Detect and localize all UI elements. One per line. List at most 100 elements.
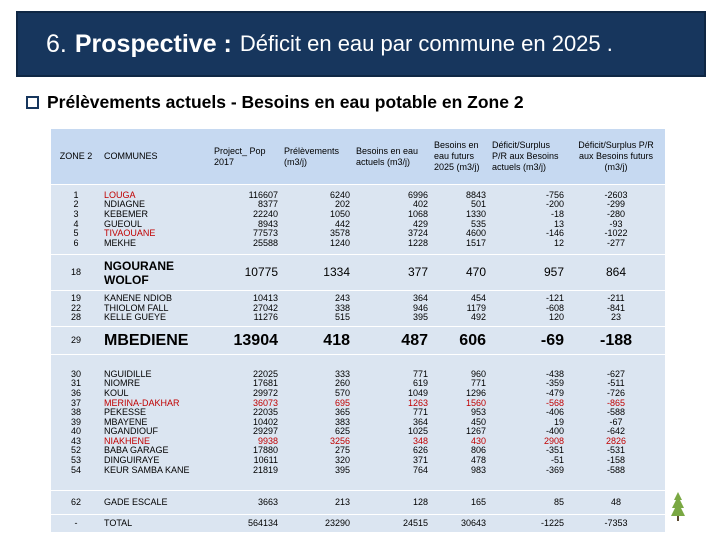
cell-value: -438: [545, 368, 564, 379]
deficit-futurs-cell: -188: [567, 326, 665, 355]
cell-value: 626: [412, 445, 428, 456]
deficit-futurs-cell: 864: [567, 254, 665, 291]
header-prelevements: Prélèvements (m3/j): [281, 128, 353, 185]
commune-name: NGANDIOUF: [104, 426, 158, 437]
cell-value: -351: [545, 445, 564, 456]
cell-value: 771: [412, 368, 428, 379]
cell-value: -642: [606, 426, 625, 437]
futurs-cell: 165: [431, 490, 489, 515]
zone-cell: 62: [51, 490, 101, 515]
cell-value: 22035: [252, 407, 278, 418]
cell-value: 570: [334, 387, 350, 398]
deficit-table: ZONE 2 COMMUNES Project_ Pop 2017 Prélèv…: [51, 128, 665, 533]
cell-value: 1263: [407, 397, 428, 408]
cell-value: -406: [545, 407, 564, 418]
cell-value: 260: [334, 378, 350, 389]
cell-value: 10611: [253, 455, 278, 466]
cell-value: 21819: [252, 464, 278, 475]
cell-value: -531: [606, 445, 625, 456]
commune-name: LOUGA: [104, 189, 136, 200]
pop-cell: 564134: [211, 514, 281, 533]
cell-value: 17681: [252, 378, 278, 389]
header-communes: COMMUNES: [101, 128, 211, 185]
cell-value: 771: [470, 378, 486, 389]
futurs-cell: 30643: [431, 514, 489, 533]
deficit-futurs-cell: -7353: [567, 514, 665, 533]
commune-cell: NGOURANE WOLOF: [101, 254, 211, 291]
cell-value: 450: [470, 416, 486, 427]
besoins-cell: 487: [353, 326, 431, 355]
cell-value: 348: [412, 435, 428, 446]
prelev-cell: 23290: [281, 514, 353, 533]
futurs-cell: 606: [431, 326, 489, 355]
cell-value: 9938: [257, 435, 278, 446]
table-row-total: - TOTAL 564134 23290 24515 30643 -1225 -…: [51, 514, 665, 533]
commune-name: MBAYENE: [104, 416, 148, 427]
cell-value: -400: [545, 426, 564, 437]
cell-value: 22025: [252, 368, 278, 379]
table-row-group2: 19 22 28 KANENE NDIOB THIOLOM FALL KELLE…: [51, 290, 665, 327]
commune-name: GUEOUL: [104, 218, 143, 229]
cell-value: -511: [607, 378, 625, 389]
commune-cell: KANENE NDIOB THIOLOM FALL KELLE GUEYE: [101, 290, 211, 327]
deficit-actuels-cell: 85: [489, 490, 567, 515]
table-row-group3: 30 31 36 37 38 39 40 43 52 53 54 NGUIDIL…: [51, 354, 665, 491]
prelev-cell: 1334: [281, 254, 353, 291]
cell-value: 771: [412, 407, 428, 418]
header-deficit-futurs: Déficit/Surplus P/R aux Besoins futurs (…: [567, 128, 665, 185]
cell-value: -359: [545, 378, 564, 389]
cell-value: 1560: [465, 397, 486, 408]
cell-value: -865: [606, 397, 625, 408]
commune-name: BABA GARAGE: [104, 445, 169, 456]
table-row-gade: 62 GADE ESCALE 3663 213 128 165 85 48: [51, 490, 665, 515]
commune-name: NIOMRE: [104, 378, 140, 389]
cell-value: 371: [412, 455, 428, 466]
deficit-actuels-cell: -121 -608 120: [489, 290, 567, 327]
cell-value: 1296: [465, 387, 486, 398]
cell-value: -588: [606, 407, 625, 418]
cell-value: -726: [606, 387, 625, 398]
cell-value: 10402: [252, 416, 278, 427]
cell-value: 806: [470, 445, 486, 456]
cell-value: 619: [412, 378, 428, 389]
commune-name: MERINA-DAKHAR: [104, 397, 180, 408]
cell-value: 320: [334, 455, 350, 466]
cell-value: 695: [334, 397, 350, 408]
cell-value: 625: [334, 426, 350, 437]
besoins-cell: 128: [353, 490, 431, 515]
cell-value: 983: [470, 464, 486, 475]
pop-cell: 3663: [211, 490, 281, 515]
futurs-cell: 8843 501 1330 535 4600 1517: [431, 184, 489, 255]
commune-name: MEKHE: [104, 237, 137, 248]
cell-value: -588: [606, 464, 625, 475]
commune-cell: MBEDIENE: [101, 326, 211, 355]
commune-name: TIVAOUANE: [104, 228, 156, 239]
pop-cell: 13904: [211, 326, 281, 355]
cell-value: 430: [470, 435, 486, 446]
futurs-cell: 470: [431, 254, 489, 291]
prelev-cell: 333 260 570 695 365 383 625 3256 275 320 395: [281, 354, 353, 491]
cell-value: -51: [550, 455, 564, 466]
besoins-cell: 24515: [353, 514, 431, 533]
cell-value: 29297: [252, 426, 278, 437]
prelev-cell: 213: [281, 490, 353, 515]
deficit-futurs-cell: -627 -511 -726 -865 -588 -67 -642 2826 -531 -158-…: [567, 354, 665, 491]
deficit-actuels-cell: -1225: [489, 514, 567, 533]
commune-cell: LOUGA NDIAGNE KEBEMER GUEOUL TIVAOUANE MEKHE: [101, 184, 211, 255]
zone-cell: 1 2 3 4 5 6: [51, 184, 101, 255]
commune-name: KEBEMER: [104, 208, 149, 219]
cell-value: 19: [553, 416, 564, 427]
cell-value: -67: [609, 416, 623, 427]
cell-value: -479: [545, 387, 564, 398]
zone-cell: 30 31 36 37 38 39 40 43 52 53 54: [51, 354, 101, 491]
commune-name: NDIAGNE: [104, 199, 146, 210]
commune-cell: NGUIDILLE NIOMRE KOUL MERINA-DAKHAR PEKESSE M…: [101, 354, 211, 491]
table-row-ngourane: 18 NGOURANE WOLOF 10775 1334 377 470 957…: [51, 254, 665, 291]
cell-value: 365: [334, 407, 350, 418]
cell-value: 395: [334, 464, 350, 475]
zone-cell: 29: [51, 326, 101, 355]
checkbox-bullet-icon: [26, 96, 39, 109]
cell-value: 478: [470, 455, 486, 466]
cell-value: 333: [334, 368, 350, 379]
futurs-cell: 454 1179 492: [431, 290, 489, 327]
